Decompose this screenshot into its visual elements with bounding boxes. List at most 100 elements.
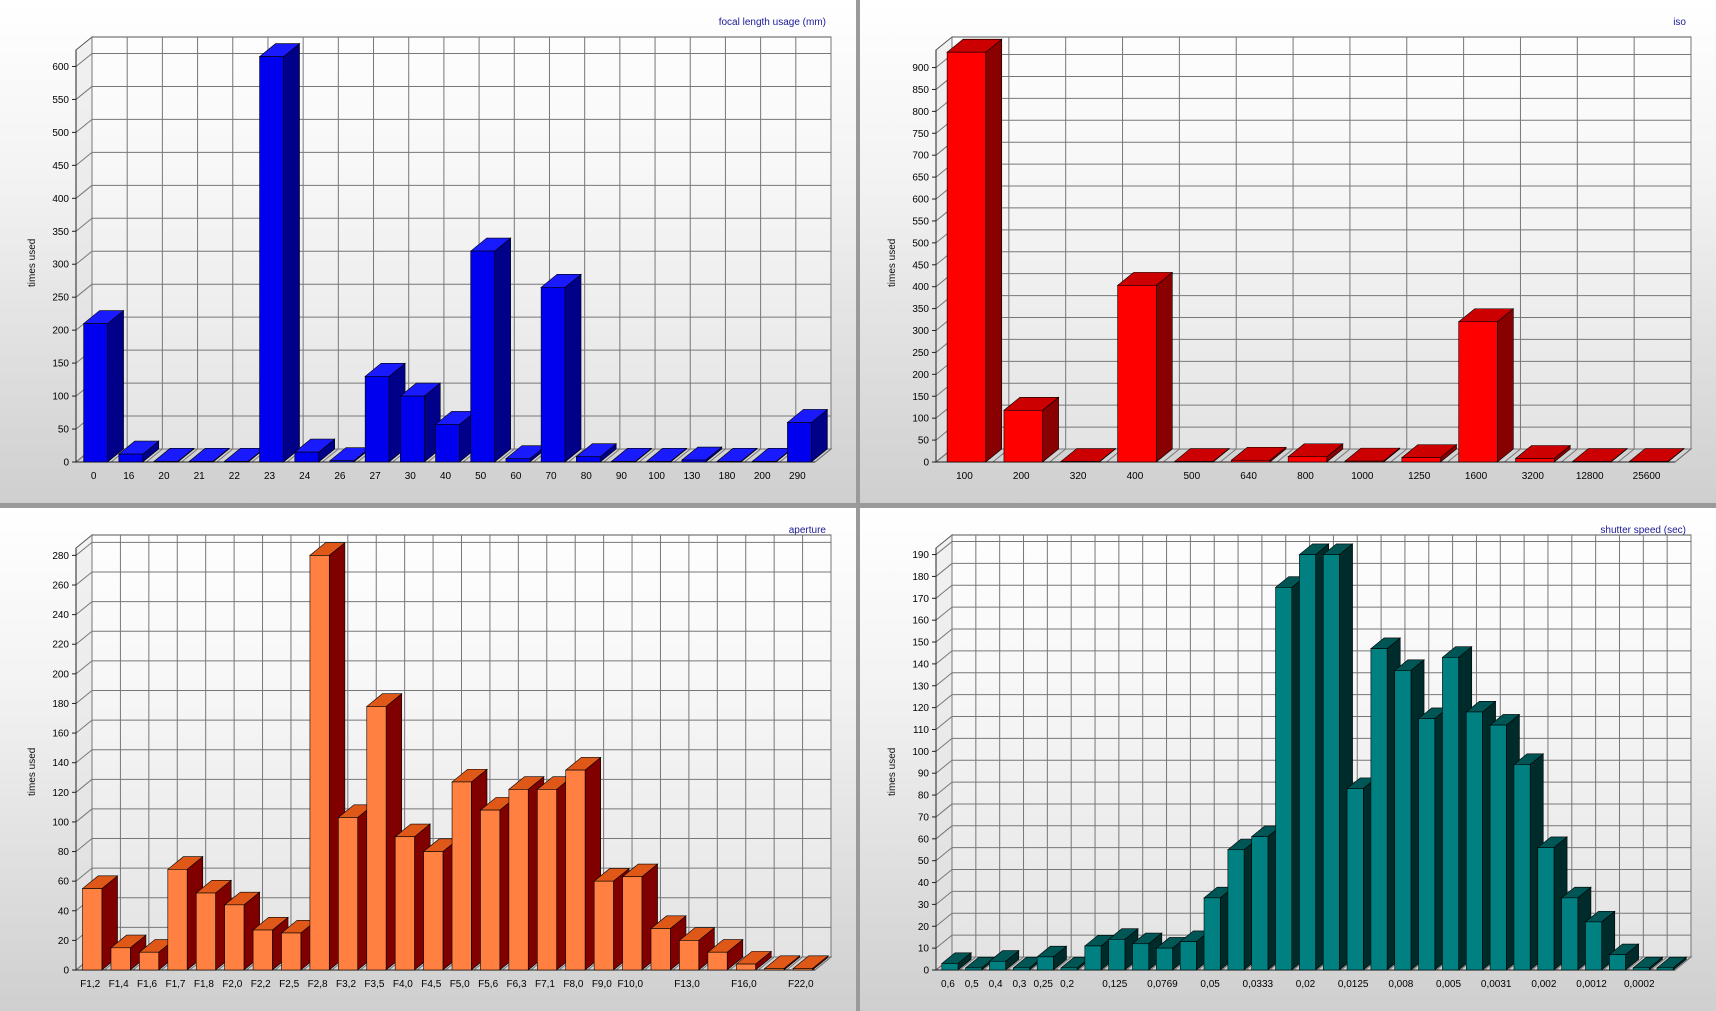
bar-front <box>480 809 501 971</box>
bar-front <box>679 940 700 971</box>
gridline <box>1674 448 1692 463</box>
bar <box>399 382 442 463</box>
gridline <box>1007 956 1024 971</box>
gridline <box>568 448 585 463</box>
bar-front <box>195 892 216 971</box>
gridline <box>181 448 198 463</box>
gridline <box>75 808 93 823</box>
chart-title: aperture <box>788 525 826 536</box>
bar-side <box>1155 271 1173 463</box>
gridline <box>75 660 93 675</box>
bar <box>645 447 688 463</box>
bar <box>110 934 147 971</box>
x-tick-label: 16 <box>123 471 135 482</box>
aperture-chart-panel: aperture times used 0 20 40 60 80 100 120 140 16… <box>0 508 856 1011</box>
bar-front <box>82 888 103 971</box>
y-tick-label: 300 <box>912 326 929 337</box>
bar <box>364 362 406 463</box>
x-tick-label: 200 <box>754 471 771 482</box>
bar-side <box>1497 308 1514 463</box>
bar <box>786 408 829 463</box>
bar-front <box>394 836 415 971</box>
y-tick-label: 240 <box>52 610 69 621</box>
bar <box>1656 956 1688 971</box>
gridline <box>1219 448 1237 463</box>
gridline <box>1054 956 1072 971</box>
x-tick-label: F2,8 <box>308 979 328 990</box>
x-tick-label: 0,05 <box>1200 979 1220 990</box>
y-tick-label: 150 <box>912 638 929 649</box>
bar-front <box>1227 849 1245 971</box>
x-tick-label: F9,0 <box>592 979 612 990</box>
bar <box>1514 444 1572 463</box>
y-tick-label: 40 <box>918 878 930 889</box>
bar <box>681 446 723 463</box>
bar-front <box>224 461 249 463</box>
x-tick-label: 1600 <box>1465 471 1488 482</box>
bar-front <box>1084 945 1102 971</box>
bar-front <box>622 876 643 971</box>
y-tick-label: 40 <box>58 906 70 917</box>
bar-front <box>1203 897 1221 971</box>
y-tick-label: 100 <box>52 392 69 403</box>
bar-front <box>329 460 355 463</box>
gridline <box>935 584 953 599</box>
bar-front <box>1179 941 1197 971</box>
bar-front <box>1442 657 1459 971</box>
bar <box>575 443 618 463</box>
iso-chart-panel: iso times used 0 50 100 150 200 250 300 350 400 4… <box>860 0 1716 503</box>
bar <box>223 891 261 971</box>
bars <box>946 38 1685 463</box>
bars <box>82 42 829 463</box>
x-tick-label: 0,5 <box>965 979 979 990</box>
bar <box>188 447 230 463</box>
bar-front <box>1585 921 1602 971</box>
gridline <box>75 151 93 166</box>
y-tick-label: 180 <box>912 572 929 583</box>
y-tick-label: 80 <box>918 791 930 802</box>
x-tick-label: F1,6 <box>137 979 157 990</box>
bar-front <box>593 880 614 971</box>
bar-front <box>294 451 320 463</box>
y-tick-label: 130 <box>912 681 929 692</box>
x-tick-label: 200 <box>1013 471 1030 482</box>
y-tick-label: 800 <box>912 107 929 118</box>
x-tick-label: 400 <box>1127 471 1144 482</box>
bar-front <box>792 968 813 971</box>
bar-front <box>1401 457 1441 463</box>
bar-front <box>681 459 707 463</box>
bar <box>1230 446 1287 463</box>
x-tick-label: F6,3 <box>507 979 527 990</box>
bar-front <box>751 461 777 463</box>
bar-front <box>1108 939 1126 971</box>
y-tick-label: 50 <box>58 425 70 436</box>
gridline <box>935 869 953 883</box>
horizontal-divider <box>0 503 1716 508</box>
bar-front <box>1513 764 1531 971</box>
bar <box>469 237 512 463</box>
x-tick-label: F1,7 <box>165 979 185 990</box>
y-tick-label: 700 <box>912 151 929 162</box>
gridline <box>935 759 953 774</box>
bar-front <box>1231 459 1271 463</box>
bar <box>1003 396 1060 463</box>
bar-front <box>716 461 742 463</box>
bar-front <box>505 458 531 463</box>
bar <box>1173 447 1230 463</box>
bar <box>1344 447 1401 463</box>
bar <box>707 938 744 971</box>
chart-title: focal length usage (mm) <box>718 17 826 28</box>
bar-front <box>1003 409 1043 463</box>
x-tick-label: 27 <box>370 471 382 482</box>
x-tick-label: 30 <box>405 471 417 482</box>
bar <box>610 447 653 463</box>
x-tick-label: 0,25 <box>1034 979 1054 990</box>
bar <box>258 42 301 463</box>
bar-front <box>1632 967 1650 971</box>
gridline <box>75 542 93 556</box>
chart-title: iso <box>1673 17 1686 28</box>
bar-front <box>1418 718 1436 971</box>
bar <box>792 955 829 971</box>
bar-front <box>281 932 302 971</box>
y-tick-label: 200 <box>912 370 929 381</box>
